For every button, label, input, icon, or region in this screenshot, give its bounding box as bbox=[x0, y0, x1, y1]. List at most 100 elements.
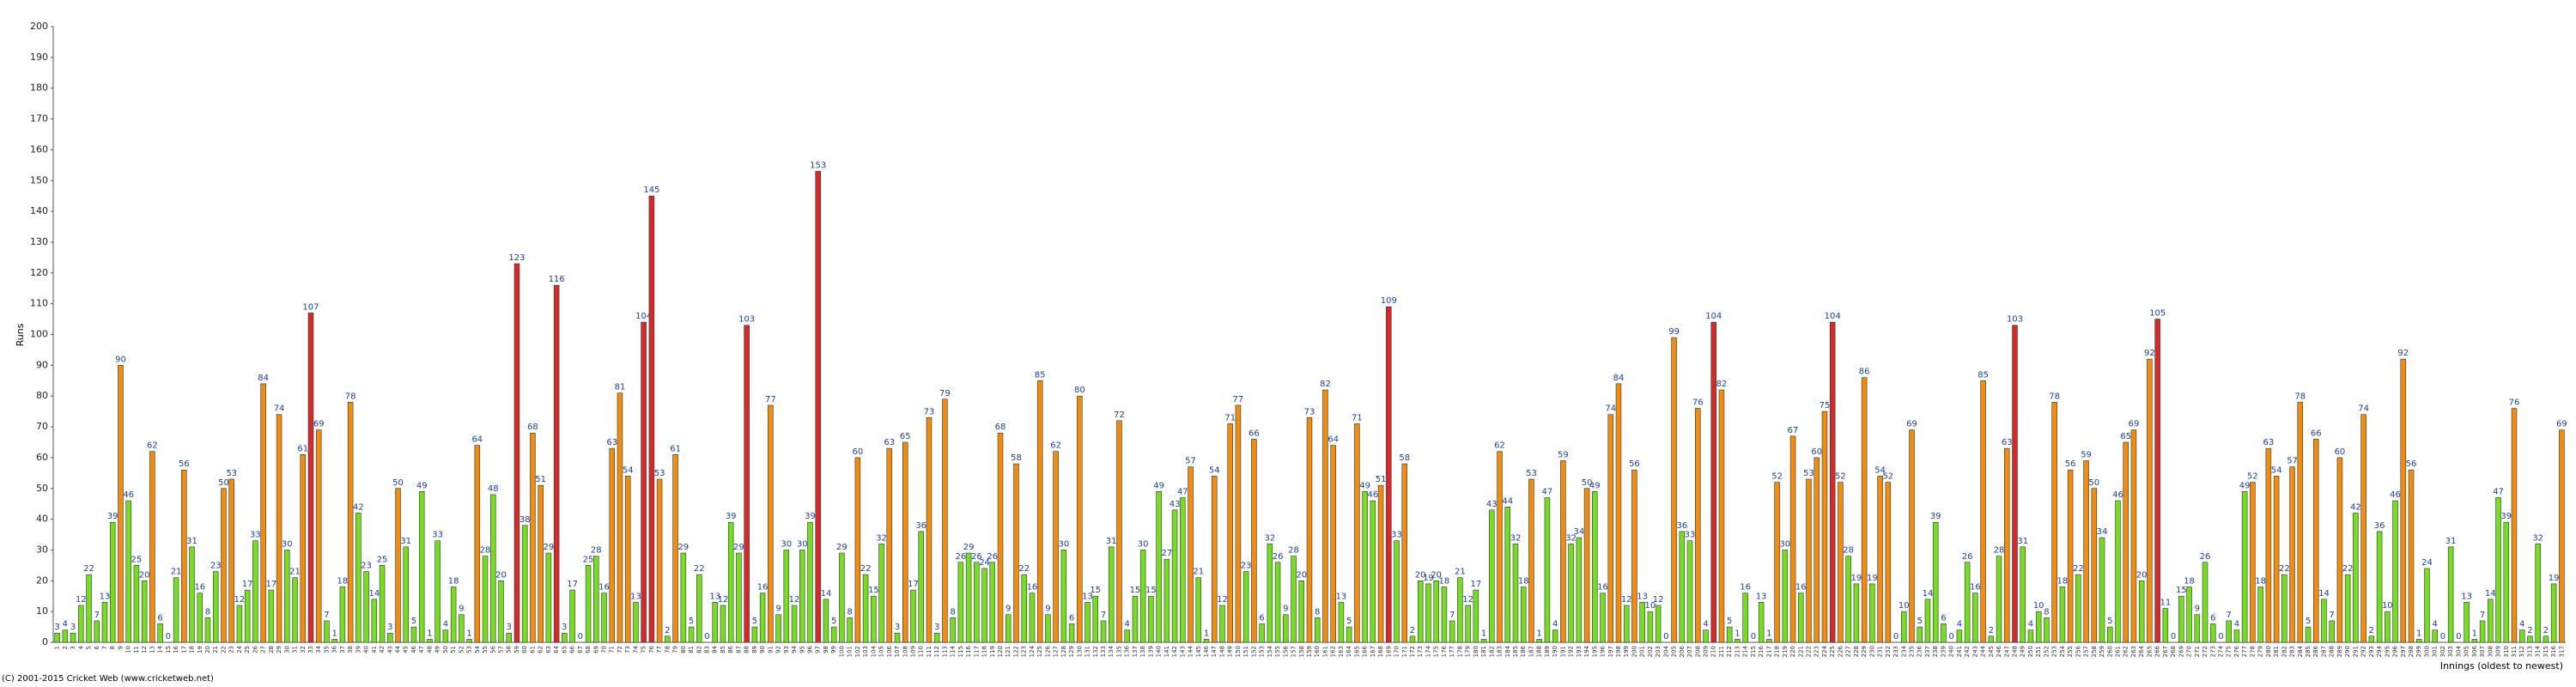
value-label: 54 bbox=[623, 465, 634, 475]
value-label: 105 bbox=[2149, 309, 2166, 319]
bar bbox=[387, 632, 393, 643]
value-label: 74 bbox=[2358, 404, 2369, 414]
bar bbox=[1298, 580, 1305, 643]
value-label: 39 bbox=[805, 512, 816, 521]
x-tick-label: 61 bbox=[529, 646, 536, 654]
bar bbox=[1909, 429, 1915, 643]
x-tick-label: 3 bbox=[70, 646, 76, 649]
bar bbox=[974, 562, 980, 643]
value-label: 78 bbox=[2049, 392, 2060, 401]
bar bbox=[585, 565, 592, 643]
bar bbox=[545, 552, 552, 643]
bar bbox=[1838, 482, 1844, 643]
x-tick-label: 184 bbox=[1504, 645, 1511, 657]
x-tick-label: 51 bbox=[450, 646, 457, 654]
value-label: 62 bbox=[1050, 441, 1061, 451]
bar bbox=[410, 626, 417, 643]
value-label: 12 bbox=[1653, 595, 1664, 605]
bar bbox=[1600, 593, 1606, 643]
x-tick-label: 206 bbox=[1679, 645, 1686, 657]
x-tick-label: 53 bbox=[466, 646, 473, 654]
bar bbox=[1394, 540, 1400, 643]
bar bbox=[141, 580, 148, 643]
value-label: 2 bbox=[1410, 626, 1415, 635]
value-label: 51 bbox=[535, 475, 546, 484]
x-tick-label: 273 bbox=[2209, 646, 2216, 657]
value-label: 32 bbox=[2532, 533, 2543, 543]
x-tick-label: 218 bbox=[1774, 646, 1781, 657]
x-tick-label: 299 bbox=[2415, 646, 2422, 657]
bar bbox=[418, 491, 425, 643]
x-tick-label: 26 bbox=[252, 645, 258, 653]
value-label: 63 bbox=[2002, 438, 2013, 447]
y-tick-label: 160 bbox=[30, 143, 48, 155]
value-label: 116 bbox=[549, 275, 565, 284]
x-tick-label: 225 bbox=[1829, 646, 1836, 657]
bar bbox=[1988, 635, 1995, 643]
bar bbox=[2194, 614, 2201, 643]
x-tick-label: 137 bbox=[1132, 646, 1139, 657]
value-label: 32 bbox=[1264, 533, 1275, 543]
value-label: 12 bbox=[1217, 595, 1228, 605]
x-tick-label: 143 bbox=[1179, 646, 1186, 657]
value-label: 22 bbox=[2342, 564, 2354, 574]
x-tick-label: 104 bbox=[870, 645, 877, 657]
x-tick-label: 154 bbox=[1267, 645, 1273, 657]
value-label: 50 bbox=[392, 478, 404, 488]
x-tick-label: 286 bbox=[2312, 645, 2319, 657]
value-label: 13 bbox=[709, 592, 720, 601]
x-tick-label: 258 bbox=[2091, 646, 2098, 657]
x-tick-label: 116 bbox=[965, 645, 972, 657]
bar bbox=[1520, 587, 1527, 643]
bar bbox=[2447, 546, 2454, 643]
x-tick-label: 164 bbox=[1346, 645, 1352, 657]
bar bbox=[1782, 550, 1789, 643]
value-label: 29 bbox=[733, 543, 744, 552]
value-label: 9 bbox=[459, 605, 464, 614]
bar bbox=[1068, 623, 1075, 643]
value-label: 82 bbox=[1320, 380, 1331, 389]
bar bbox=[1774, 482, 1780, 643]
x-tick-label: 84 bbox=[712, 645, 719, 653]
bar bbox=[2226, 620, 2232, 643]
bar bbox=[1576, 537, 1583, 643]
x-tick-label: 37 bbox=[339, 646, 346, 654]
y-tick-label: 50 bbox=[36, 483, 48, 494]
bar bbox=[236, 605, 243, 643]
x-tick-label: 50 bbox=[442, 646, 449, 654]
x-tick-label: 230 bbox=[1868, 646, 1875, 657]
x-tick-label: 241 bbox=[1956, 646, 1963, 657]
x-tick-label: 134 bbox=[1108, 645, 1115, 657]
x-tick-label: 105 bbox=[878, 646, 885, 657]
x-tick-label: 98 bbox=[823, 646, 829, 654]
bar bbox=[1956, 629, 1963, 643]
value-label: 18 bbox=[337, 576, 349, 586]
bar bbox=[1267, 543, 1273, 643]
value-label: 4 bbox=[443, 620, 448, 629]
value-label: 54 bbox=[1209, 465, 1220, 475]
bar bbox=[149, 451, 155, 643]
x-tick-label: 131 bbox=[1084, 646, 1091, 657]
x-tick-label: 9 bbox=[117, 646, 124, 649]
value-label: 15 bbox=[1145, 586, 1157, 595]
bar bbox=[1932, 521, 1939, 643]
x-tick-label: 193 bbox=[1576, 646, 1583, 657]
value-label: 16 bbox=[1740, 583, 1751, 593]
value-label: 153 bbox=[810, 161, 826, 170]
value-label: 2 bbox=[2369, 626, 2374, 635]
x-tick-label: 150 bbox=[1235, 646, 1242, 657]
bar bbox=[1425, 583, 1431, 643]
value-label: 75 bbox=[1820, 401, 1831, 410]
x-tick-label: 7 bbox=[101, 646, 108, 649]
bar bbox=[62, 629, 69, 643]
bar bbox=[482, 556, 489, 643]
bar bbox=[830, 626, 837, 643]
bar bbox=[1980, 380, 1986, 643]
bar bbox=[2273, 476, 2280, 643]
bar bbox=[672, 454, 678, 643]
bar bbox=[2471, 639, 2478, 643]
value-label: 50 bbox=[2088, 478, 2099, 488]
value-label: 13 bbox=[2461, 592, 2472, 601]
value-label: 25 bbox=[583, 555, 594, 564]
value-label: 22 bbox=[1018, 564, 1030, 574]
